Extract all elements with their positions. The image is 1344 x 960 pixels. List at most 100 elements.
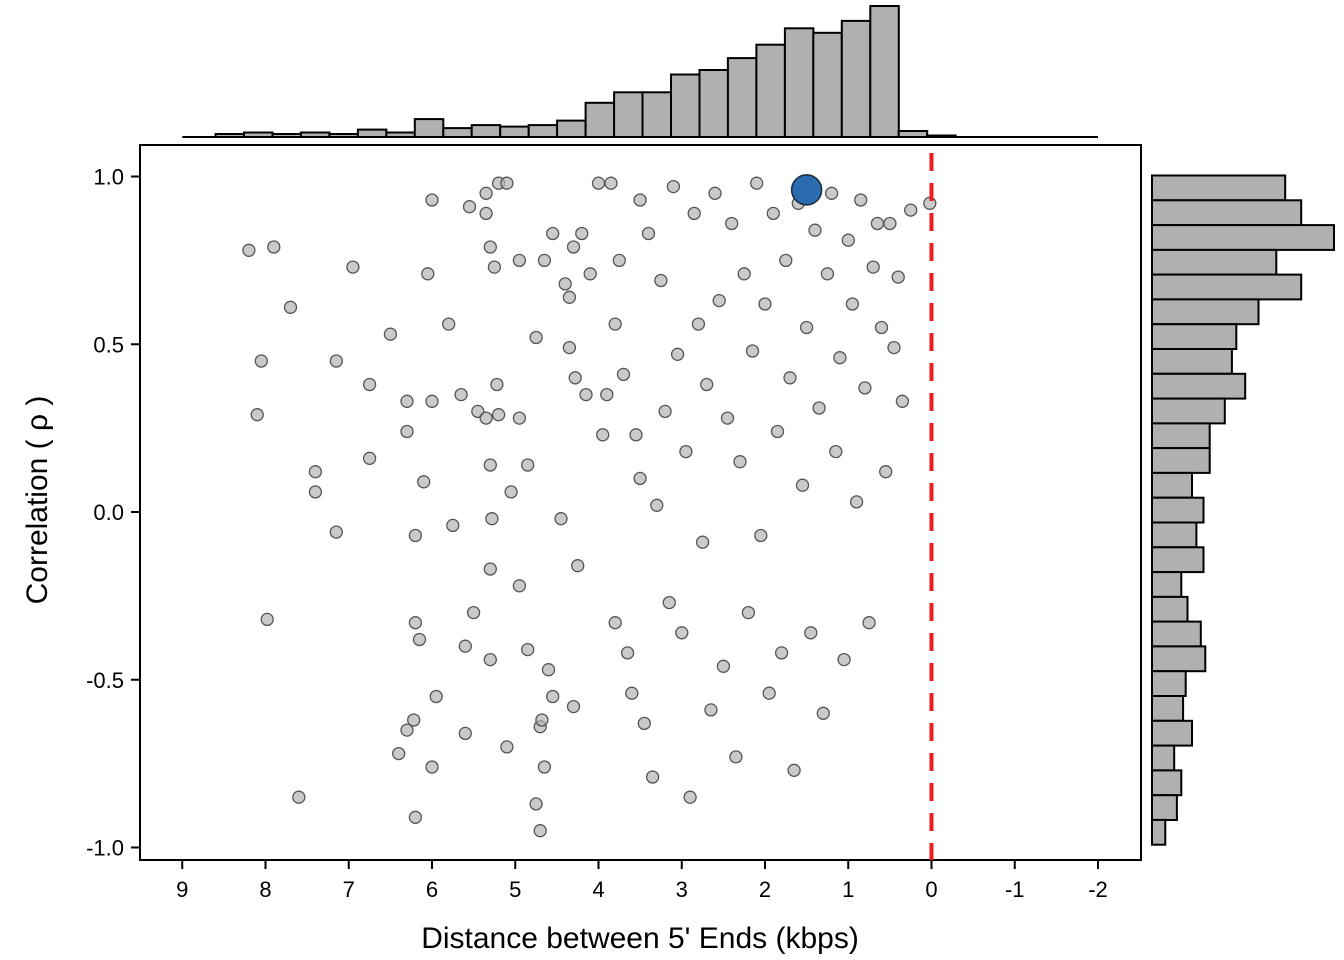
data-point	[512, 253, 527, 268]
data-point	[417, 475, 431, 489]
right-histogram-bar	[1151, 199, 1303, 227]
data-point	[308, 465, 323, 479]
data-point	[820, 267, 835, 281]
data-point	[242, 243, 256, 257]
right-histogram-bar	[1151, 818, 1167, 846]
data-point	[620, 646, 635, 660]
data-point	[425, 394, 439, 408]
data-point	[458, 639, 472, 653]
right-histogram-bar	[1151, 348, 1233, 375]
top-histogram-bar	[470, 124, 502, 138]
y-axis: 1.0 0.5 0.0 -0.5 -1.0	[86, 165, 140, 861]
data-point	[521, 458, 535, 472]
data-point	[292, 790, 306, 804]
right-histogram-bar	[1151, 695, 1185, 722]
data-point	[637, 716, 651, 731]
data-point	[521, 642, 535, 657]
data-point	[254, 354, 268, 368]
right-histogram-bar	[1151, 595, 1189, 623]
data-point	[479, 186, 493, 200]
y-tick-label: 1.0	[93, 165, 124, 190]
top-histogram-bar	[385, 131, 416, 138]
right-histogram-bar	[1151, 471, 1193, 499]
right-histogram-bar	[1151, 670, 1187, 698]
top-histogram-bar	[755, 43, 786, 139]
data-point	[490, 377, 504, 392]
data-point	[568, 371, 582, 385]
data-point	[485, 512, 499, 526]
data-point	[412, 632, 427, 647]
right-histogram-bar	[1151, 372, 1247, 400]
data-point	[874, 320, 889, 335]
data-point	[558, 277, 572, 291]
data-point	[546, 689, 560, 704]
top-histogram-bar	[556, 119, 587, 138]
right-histogram-bar	[1151, 719, 1193, 747]
data-point	[362, 451, 377, 465]
data-point	[579, 387, 593, 402]
top-histogram-bar	[413, 118, 445, 138]
data-point	[454, 387, 468, 402]
data-point	[566, 699, 581, 714]
data-point	[554, 512, 568, 526]
data-point	[737, 267, 751, 281]
data-point	[308, 485, 323, 499]
right-histogram-bar	[1151, 422, 1211, 450]
data-point	[633, 471, 647, 486]
top-histogram-bar	[641, 91, 672, 139]
data-point	[267, 240, 281, 254]
right-histogram-bar	[1151, 447, 1211, 474]
data-point	[283, 300, 298, 314]
data-point	[575, 226, 589, 241]
top-histogram-bar	[726, 57, 758, 138]
data-point	[408, 810, 423, 824]
right-histogram-bar	[1151, 248, 1278, 276]
data-point	[600, 387, 614, 402]
data-point	[766, 206, 780, 221]
data-point	[500, 176, 514, 190]
right-histogram-bar	[1151, 620, 1202, 648]
data-point	[795, 478, 810, 492]
data-point	[774, 646, 789, 660]
data-point	[770, 424, 785, 439]
data-point	[512, 411, 527, 425]
data-point	[483, 458, 497, 472]
top-histogram-bar	[356, 128, 388, 139]
x-tick-label: 2	[759, 877, 771, 902]
data-point	[442, 317, 456, 331]
scatter-points	[242, 176, 937, 838]
data-point	[537, 253, 552, 268]
data-point	[779, 253, 793, 268]
data-point	[546, 226, 560, 241]
right-histogram-bar	[1151, 571, 1183, 598]
data-point	[641, 226, 656, 241]
data-point	[662, 595, 676, 610]
data-point	[895, 394, 910, 408]
data-point	[458, 726, 472, 741]
x-tick-label: -1	[1005, 877, 1025, 902]
data-point	[725, 216, 739, 231]
data-point	[500, 740, 514, 754]
data-point	[650, 498, 664, 512]
data-point	[250, 408, 264, 422]
x-tick-label: 3	[676, 877, 688, 902]
data-point	[421, 267, 435, 281]
data-point	[679, 444, 693, 459]
x-tick-label: 6	[426, 877, 438, 902]
data-point	[704, 703, 718, 717]
data-point	[425, 193, 439, 207]
top-histogram-bar	[812, 31, 843, 138]
right-histogram-bar	[1151, 224, 1335, 251]
data-point	[695, 535, 710, 549]
top-histogram-bar	[299, 131, 331, 138]
x-tick-label: 8	[259, 877, 271, 902]
data-point	[904, 203, 918, 217]
top-histogram-bar	[897, 130, 929, 138]
data-point	[400, 424, 414, 439]
data-point	[858, 381, 872, 395]
data-point	[329, 354, 343, 368]
data-point	[720, 411, 735, 425]
data-point	[816, 706, 830, 720]
data-point	[392, 746, 406, 761]
data-point	[408, 528, 423, 543]
